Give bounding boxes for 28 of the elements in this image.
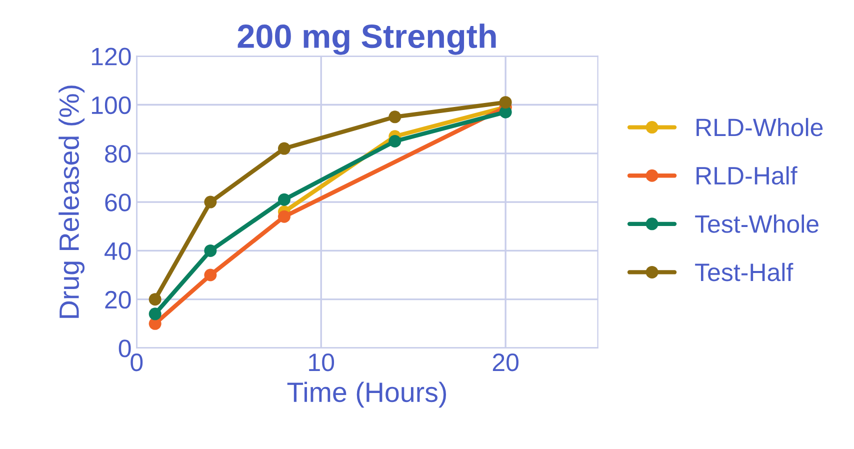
y-axis-title: Drug Released (%) — [58, 86, 85, 318]
point — [278, 142, 290, 155]
y-tick-label: 100 — [92, 96, 131, 114]
legend-label: Test-Whole — [695, 214, 818, 233]
point — [204, 268, 217, 282]
y-tick-label: 0 — [118, 340, 131, 358]
y-tick-label: 40 — [104, 242, 131, 260]
point — [388, 110, 402, 124]
legend-label: Test-Half — [695, 262, 794, 282]
point — [148, 293, 162, 306]
point — [278, 193, 290, 206]
point — [148, 308, 162, 320]
point — [499, 96, 512, 109]
point — [204, 244, 217, 257]
y-tick-label: 120 — [92, 48, 131, 66]
point — [278, 210, 290, 223]
legend-label: RLD-Half — [696, 166, 798, 185]
chart-title: 200 mg Strength — [238, 24, 496, 55]
x-tick-label: 10 — [309, 353, 334, 372]
point — [388, 135, 402, 148]
point — [204, 196, 217, 208]
y-tick-label: 20 — [105, 290, 131, 309]
x-axis-title: Time (Hours) — [287, 382, 446, 408]
x-tick-label: 0 — [130, 353, 143, 372]
x-tick-label: 20 — [492, 353, 518, 372]
y-tick-label: 80 — [105, 145, 131, 163]
y-tick-label: 60 — [105, 194, 131, 212]
legend-label: RLD-Whole — [696, 118, 823, 136]
